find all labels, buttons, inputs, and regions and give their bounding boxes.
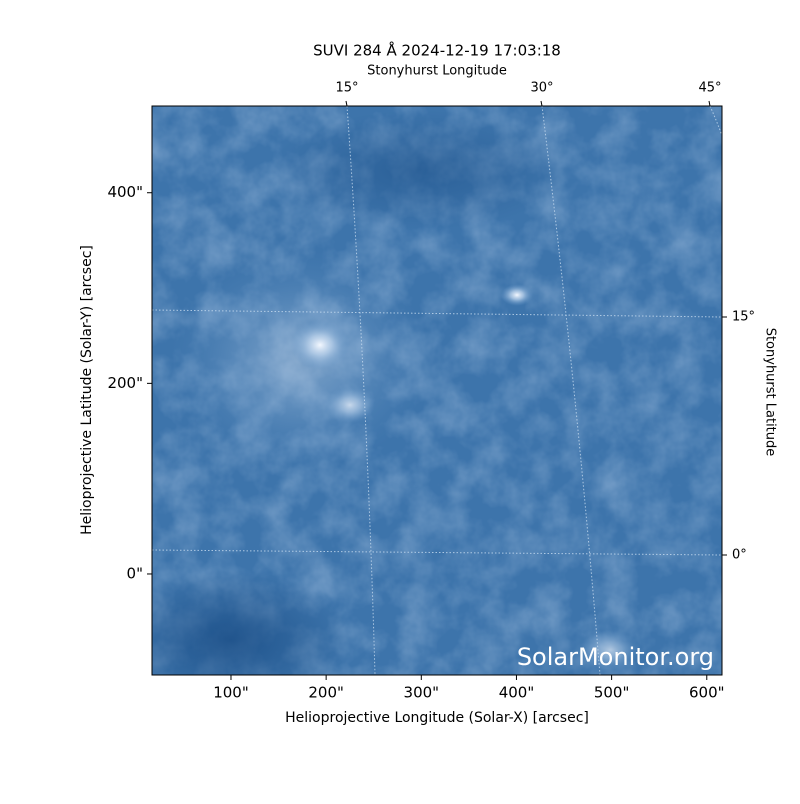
y-tick-label: 200" <box>107 374 143 392</box>
x-axis-label: Helioprojective Longitude (Solar-X) [arc… <box>285 710 589 726</box>
x-tick-label: 500" <box>594 684 630 702</box>
x-tick-label: 200" <box>308 684 344 702</box>
solar-image <box>152 106 722 675</box>
top-tick <box>708 100 711 107</box>
x-tick-label: 100" <box>213 684 249 702</box>
top-axis-label: Stonyhurst Longitude <box>367 64 507 79</box>
longitude-grid-line <box>346 106 376 675</box>
y-axis-label: Helioprojective Latitude (Solar-Y) [arcs… <box>79 245 95 535</box>
chart-title: SUVI 284 Å 2024-12-19 17:03:18 <box>313 41 561 60</box>
right-tick-label: 15° <box>732 310 755 325</box>
y-tick-label: 400" <box>107 183 143 201</box>
right-tick-label: 0° <box>732 548 747 563</box>
latitude-grid-line <box>152 309 722 318</box>
x-tick-label: 300" <box>404 684 440 702</box>
x-tick-label: 600" <box>689 684 725 702</box>
top-tick-label: 45° <box>698 81 721 96</box>
right-axis-label: Stonyhurst Latitude <box>763 328 778 457</box>
coordinate-grid <box>152 106 722 675</box>
latitude-grid-line <box>152 549 722 556</box>
top-tick-label: 30° <box>530 81 553 96</box>
top-tick <box>345 100 348 107</box>
axes-frame <box>151 105 723 676</box>
top-tick-label: 15° <box>335 81 358 96</box>
watermark: SolarMonitor.org <box>517 643 714 671</box>
y-tick-label: 0" <box>127 564 143 582</box>
top-tick <box>540 100 543 107</box>
x-tick-label: 400" <box>499 684 535 702</box>
